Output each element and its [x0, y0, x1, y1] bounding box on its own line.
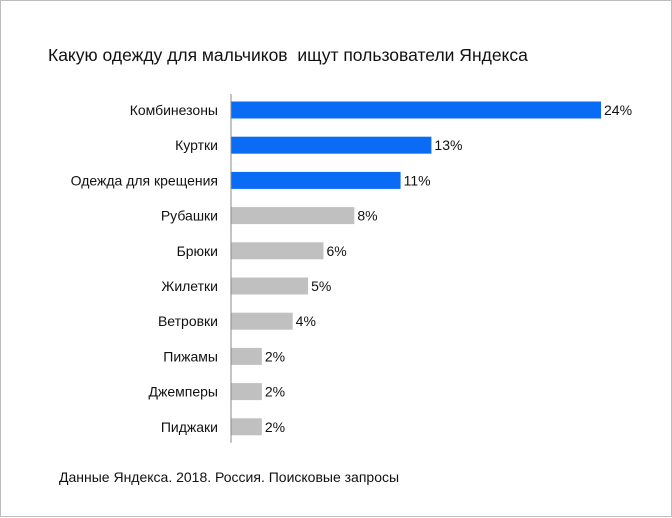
data-label: 5%: [311, 278, 331, 294]
category-label: Ветровки: [158, 313, 218, 329]
category-label: Жилетки: [161, 278, 218, 294]
bar: [231, 383, 262, 401]
data-label: 2%: [265, 348, 285, 364]
bar: [231, 312, 293, 330]
chart-source-note: Данные Яндекса. 2018. Россия. Поисковые …: [59, 469, 400, 485]
bar: [231, 418, 262, 436]
bar: [231, 101, 601, 119]
category-label: Рубашки: [161, 208, 218, 224]
category-label: Джемперы: [149, 384, 218, 400]
category-label: Пиджаки: [161, 419, 218, 435]
bar: [231, 347, 262, 365]
bar: [231, 136, 432, 154]
chart-title: Какую одежду для мальчиков ищут пользова…: [48, 45, 528, 65]
category-label: Брюки: [177, 243, 218, 259]
category-label: Одежда для крещения: [71, 172, 218, 188]
bar: [231, 171, 401, 189]
data-label: 2%: [265, 384, 285, 400]
category-label: Пижамы: [163, 348, 218, 364]
category-label: Комбинезоны: [130, 102, 218, 118]
bar: [231, 207, 355, 225]
category-label: Куртки: [175, 137, 218, 153]
data-label: 13%: [434, 137, 462, 153]
data-label: 2%: [265, 419, 285, 435]
data-label: 24%: [604, 102, 632, 118]
data-label: 11%: [404, 172, 431, 188]
data-label: 8%: [357, 208, 377, 224]
bar: [231, 242, 324, 260]
data-label: 6%: [327, 243, 347, 259]
bar: [231, 277, 309, 295]
data-label: 4%: [296, 313, 316, 329]
